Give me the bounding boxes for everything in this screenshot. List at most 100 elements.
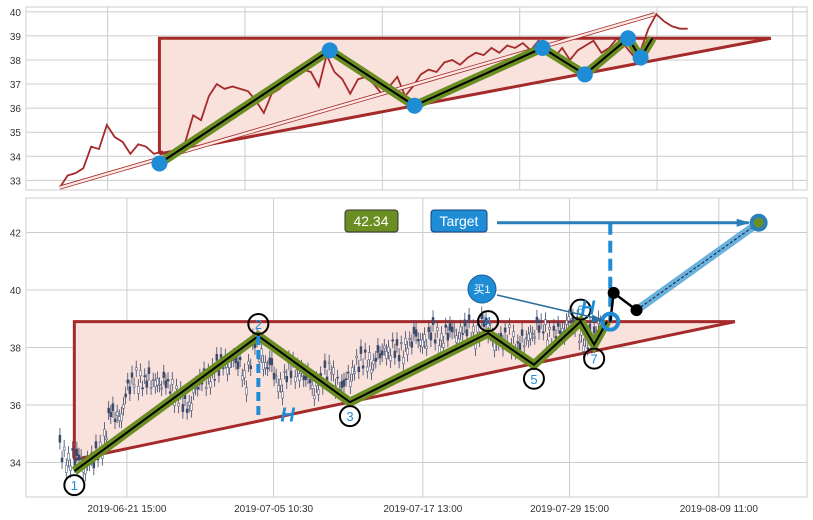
candle-body: [103, 428, 106, 437]
pivot-label: 7: [591, 352, 598, 367]
candle-body: [391, 339, 395, 342]
candle-body: [109, 411, 113, 418]
candle-body: [289, 370, 293, 378]
bottom-support-line: [74, 320, 736, 462]
candle-body: [213, 379, 216, 381]
candle-body: [330, 372, 333, 375]
candle-body: [472, 326, 475, 333]
candle-body: [149, 387, 153, 389]
candle-body: [399, 342, 403, 345]
candle-body: [529, 332, 532, 339]
candle-body: [124, 393, 127, 398]
candle-body: [277, 385, 280, 393]
projection-dash: [636, 222, 759, 311]
candle-body: [67, 453, 70, 461]
candle-body: [380, 350, 384, 356]
candle-body: [62, 446, 66, 451]
retest-dot: [630, 304, 643, 317]
candle-body: [378, 353, 382, 359]
candle-body: [181, 404, 185, 412]
candle-body: [126, 379, 130, 384]
candle-body: [141, 387, 144, 390]
top-ytick-label: 38: [10, 56, 22, 67]
candle-body: [484, 317, 488, 325]
candle-body: [274, 375, 278, 378]
bottom-ytick-label: 42: [10, 229, 22, 240]
candle-body: [431, 317, 435, 325]
candle-body: [533, 336, 537, 339]
candle-body: [317, 389, 320, 395]
candle-body: [137, 386, 140, 394]
candle-body: [187, 401, 191, 406]
candle-body: [548, 327, 551, 330]
target-label: Target: [440, 213, 479, 229]
candle-body: [79, 456, 83, 458]
candle-body: [414, 329, 418, 337]
candle-body: [359, 346, 363, 354]
candle-body: [298, 373, 301, 381]
pivot-label: 5: [530, 372, 537, 387]
candle-body: [355, 355, 358, 359]
top-pivot-marker: [620, 30, 637, 47]
candle-body: [310, 384, 314, 389]
top-pivot-marker: [406, 97, 423, 114]
candle-body: [115, 411, 119, 416]
candle-body: [94, 441, 98, 449]
candle-body: [537, 325, 541, 333]
candle-body: [166, 379, 170, 382]
candle-body: [520, 329, 524, 336]
candle-body: [272, 373, 276, 380]
candle-body: [75, 448, 79, 457]
candle-body: [313, 395, 316, 400]
candle-body: [238, 356, 242, 361]
candle-body: [463, 319, 467, 327]
candle-body: [346, 371, 350, 374]
candle-body: [558, 330, 562, 335]
candle-body: [493, 342, 496, 351]
candle-body: [215, 354, 219, 361]
candle-body: [226, 367, 229, 375]
retest-dot: [607, 286, 620, 299]
target-value-box: [344, 209, 399, 233]
top-ytick-label: 36: [10, 104, 22, 115]
candle-body: [279, 379, 282, 386]
candle-body: [522, 345, 526, 348]
candle-body: [344, 378, 348, 381]
buy-label: 买1: [473, 283, 490, 296]
candle-body: [264, 362, 267, 368]
xtick-label: 2019-07-17 13:00: [383, 504, 462, 515]
candle-body: [60, 457, 64, 462]
candle-body: [236, 361, 240, 370]
candle-body: [531, 333, 534, 335]
candle-body: [209, 381, 212, 388]
pivot-circle: [569, 298, 592, 321]
candle-body: [353, 371, 356, 374]
candle-body: [156, 378, 159, 386]
candle-body: [134, 367, 138, 371]
candle-body: [393, 350, 397, 358]
candle-body: [132, 384, 136, 388]
candle-body: [535, 316, 539, 324]
candle-body: [544, 319, 547, 325]
candle-body: [190, 403, 193, 411]
candle-body: [266, 367, 269, 370]
candle-body: [387, 346, 390, 353]
candle-body: [185, 408, 189, 413]
top-pivot-marker: [576, 66, 593, 83]
candle-body: [376, 345, 380, 353]
candle-body: [442, 342, 445, 348]
pivot-label: 3: [346, 409, 353, 424]
candle-body: [419, 339, 422, 346]
candle-body: [65, 465, 68, 473]
target-marker-inner: [753, 217, 764, 228]
candle-body: [567, 316, 570, 322]
candle-body: [351, 367, 354, 375]
candle-body: [342, 379, 346, 387]
candle-body: [130, 372, 134, 378]
candle-body: [450, 326, 454, 333]
candle-body: [128, 386, 132, 395]
bottom-ytick-label: 34: [10, 459, 22, 470]
candle-body: [158, 384, 161, 386]
candle-body: [508, 324, 511, 328]
candle-body: [105, 437, 108, 441]
